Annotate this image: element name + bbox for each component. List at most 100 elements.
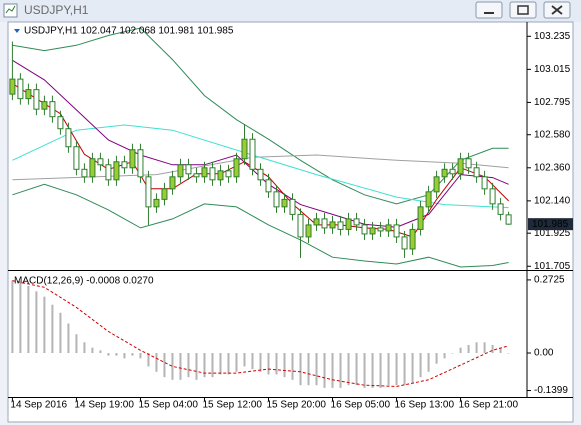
- histogram-bar: [379, 353, 382, 388]
- histogram-bar: [211, 353, 214, 378]
- x-tick-label: 16 Sep 13:00: [395, 400, 455, 411]
- histogram-bar: [131, 353, 134, 356]
- candle-body: [241, 138, 248, 160]
- histogram-bar: [235, 353, 238, 372]
- candle-body: [433, 176, 440, 193]
- candle-body: [17, 78, 24, 100]
- candle-body: [297, 213, 304, 238]
- histogram-bar: [499, 347, 502, 354]
- candle-body: [329, 221, 336, 229]
- y-tick-label: 0.2725: [534, 275, 565, 286]
- candle-body: [393, 224, 400, 238]
- candle-body: [89, 158, 96, 178]
- histogram-bar: [123, 353, 126, 359]
- candle-body: [233, 158, 240, 178]
- maximize-button[interactable]: [509, 1, 537, 19]
- histogram-bar: [347, 353, 350, 386]
- histogram-bar: [219, 353, 222, 375]
- histogram-bar: [227, 353, 230, 375]
- candle-body: [105, 164, 112, 181]
- candle-body: [121, 161, 128, 169]
- candle-body: [153, 198, 160, 208]
- histogram-bar: [323, 353, 326, 388]
- histogram-bar: [419, 353, 422, 378]
- histogram-bar: [475, 342, 478, 354]
- candle-body: [25, 89, 32, 100]
- histogram-bar: [387, 353, 390, 386]
- histogram-bar: [403, 353, 406, 386]
- candle-body: [489, 188, 496, 205]
- histogram-bar: [491, 344, 494, 354]
- histogram-bar: [299, 353, 302, 386]
- last-price-box: [528, 218, 573, 231]
- histogram-bar: [19, 283, 22, 354]
- candle-body: [169, 176, 176, 190]
- histogram-bar: [107, 353, 110, 356]
- histogram-bar: [203, 353, 206, 378]
- candle-body: [305, 224, 312, 238]
- candle-body: [473, 167, 480, 178]
- histogram-bar: [179, 353, 182, 380]
- y-tick-label: 0.00: [534, 348, 554, 359]
- histogram-bar: [411, 353, 414, 383]
- candle-body: [321, 218, 328, 229]
- candle-body: [129, 149, 136, 169]
- candle-body: [193, 173, 200, 178]
- candle-body: [249, 138, 256, 170]
- candle-body: [57, 116, 64, 130]
- x-tick-label: 15 Sep 20:00: [267, 400, 327, 411]
- x-tick-label: 15 Sep 12:00: [202, 400, 262, 411]
- histogram-bar: [427, 353, 430, 372]
- candle-body: [425, 191, 432, 208]
- candle-body: [225, 170, 232, 178]
- y-tick-label: 102.580: [534, 129, 571, 140]
- histogram-bar: [443, 353, 446, 359]
- x-tick-label: 14 Sep 2016: [10, 400, 67, 411]
- candle-body: [369, 227, 376, 235]
- indicator-line: [12, 183, 509, 268]
- candle-body: [409, 228, 416, 250]
- histogram-bar: [171, 353, 174, 380]
- histogram-bar: [267, 353, 270, 375]
- x-tick-label: 16 Sep 05:00: [331, 400, 391, 411]
- candle-body: [185, 164, 192, 175]
- indicator-line: [12, 83, 509, 238]
- candle-body: [345, 218, 352, 230]
- y-tick-label: 102.360: [534, 162, 571, 173]
- histogram-bar: [371, 353, 374, 388]
- candle-body: [377, 227, 384, 232]
- histogram-bar: [467, 344, 470, 354]
- chart-area: [7, 21, 574, 423]
- histogram-bar: [187, 353, 190, 378]
- candle-body: [257, 168, 264, 181]
- candle-body: [337, 221, 344, 230]
- candle-body: [265, 179, 272, 193]
- candle-body: [289, 198, 296, 215]
- histogram-bar: [243, 353, 246, 367]
- histogram-bar: [99, 350, 102, 354]
- histogram-bar: [67, 323, 70, 354]
- candle-body: [177, 164, 184, 178]
- histogram-bar: [27, 285, 30, 354]
- histogram-bar: [75, 334, 78, 354]
- candle-body: [201, 167, 208, 178]
- window-icon-graph: [5, 5, 16, 14]
- last-price-label: 101.985: [532, 219, 569, 230]
- candle-body: [73, 146, 80, 170]
- histogram-bar: [11, 280, 14, 354]
- histogram-bar: [339, 353, 342, 388]
- minimize-button[interactable]: [475, 1, 503, 19]
- histogram-bar: [139, 353, 142, 359]
- histogram-bar: [291, 353, 294, 380]
- candle-body: [385, 224, 392, 232]
- candle-body: [273, 191, 280, 208]
- signal-line: [12, 280, 509, 388]
- candle-body: [81, 168, 88, 178]
- candle-body: [401, 236, 408, 250]
- candle-body: [417, 206, 424, 230]
- candle-body: [65, 128, 72, 148]
- histogram-bar: [155, 353, 158, 372]
- histogram-bar: [163, 353, 166, 378]
- close-button[interactable]: [543, 1, 571, 19]
- candle-body: [145, 176, 152, 208]
